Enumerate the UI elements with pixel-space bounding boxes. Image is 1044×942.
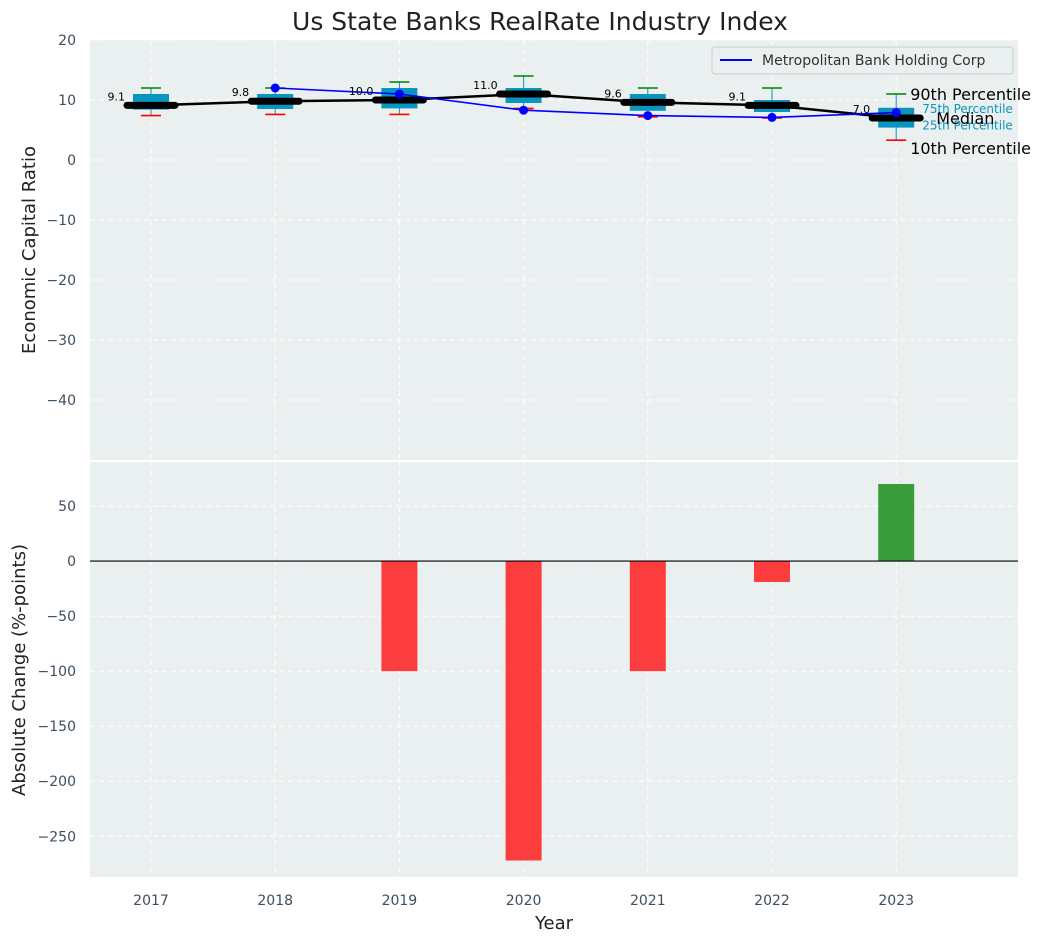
- annotation-p90: 90th Percentile: [910, 85, 1031, 104]
- median-value-label: 9.1: [729, 90, 747, 103]
- bottom-y-tick-label: −50: [46, 609, 76, 625]
- median-trend-line: [150, 92, 897, 120]
- company-series-point: [643, 111, 653, 121]
- x-tick-label: 2018: [257, 893, 293, 909]
- company-series-point: [394, 89, 404, 99]
- legend: Metropolitan Bank Holding Corp: [711, 46, 1014, 75]
- x-tick-label: 2022: [754, 893, 790, 909]
- company-series-point: [891, 108, 901, 118]
- x-tick-label: 2017: [133, 893, 169, 909]
- top-y-axis-label: Economic Capital Ratio: [19, 146, 40, 354]
- change-bar: [381, 561, 418, 672]
- change-bar: [505, 561, 542, 861]
- annotation-median: Median: [936, 109, 994, 128]
- change-bar: [878, 484, 915, 562]
- median-value-label: 7.0: [853, 103, 871, 116]
- top-y-tick-label: −20: [46, 273, 76, 289]
- change-bar: [754, 561, 790, 582]
- legend-label: Metropolitan Bank Holding Corp: [762, 53, 985, 69]
- top-y-tick-label: −40: [46, 393, 76, 409]
- chart-title: Us State Banks RealRate Industry Index: [292, 7, 788, 36]
- company-series-point: [767, 112, 777, 122]
- median-value-label: 9.8: [232, 86, 250, 99]
- x-axis-label: Year: [534, 913, 574, 934]
- company-series-point: [270, 83, 280, 93]
- top-y-tick-label: −10: [46, 213, 76, 229]
- x-tick-label: 2020: [506, 893, 542, 909]
- median-value-label: 10.0: [349, 85, 374, 98]
- bottom-y-axis-label: Absolute Change (%-points): [9, 544, 30, 796]
- bottom-panel-bg: [90, 462, 1018, 877]
- x-tick-label: 2023: [878, 893, 914, 909]
- bottom-y-tick-label: −200: [38, 774, 76, 790]
- annotation-p25: 25th Percentile: [922, 119, 1013, 133]
- top-y-tick-label: −30: [46, 333, 76, 349]
- annotation-p75: 75th Percentile: [922, 102, 1013, 116]
- bottom-y-tick-label: −250: [38, 829, 76, 845]
- x-tick-label: 2021: [630, 893, 666, 909]
- x-tick-label: 2019: [382, 893, 418, 909]
- change-bar: [629, 561, 666, 672]
- company-series-line: [275, 87, 897, 119]
- bottom-y-tick-label: 0: [67, 554, 76, 570]
- top-y-tick-label: 20: [58, 33, 76, 49]
- top-panel-bg: [90, 40, 1018, 460]
- bottom-y-tick-label: 50: [58, 499, 76, 515]
- bottom-y-tick-label: −100: [38, 664, 76, 680]
- annotation-p10: 10th Percentile: [910, 139, 1031, 158]
- bottom-y-tick-label: −150: [38, 719, 76, 735]
- company-series-point: [519, 105, 529, 115]
- median-value-label: 11.0: [473, 79, 498, 92]
- median-value-label: 9.6: [604, 87, 622, 100]
- top-y-tick-label: 10: [58, 93, 76, 109]
- top-y-tick-label: 0: [67, 153, 76, 169]
- median-value-label: 9.1: [108, 90, 126, 103]
- legend-frame: [711, 46, 1014, 75]
